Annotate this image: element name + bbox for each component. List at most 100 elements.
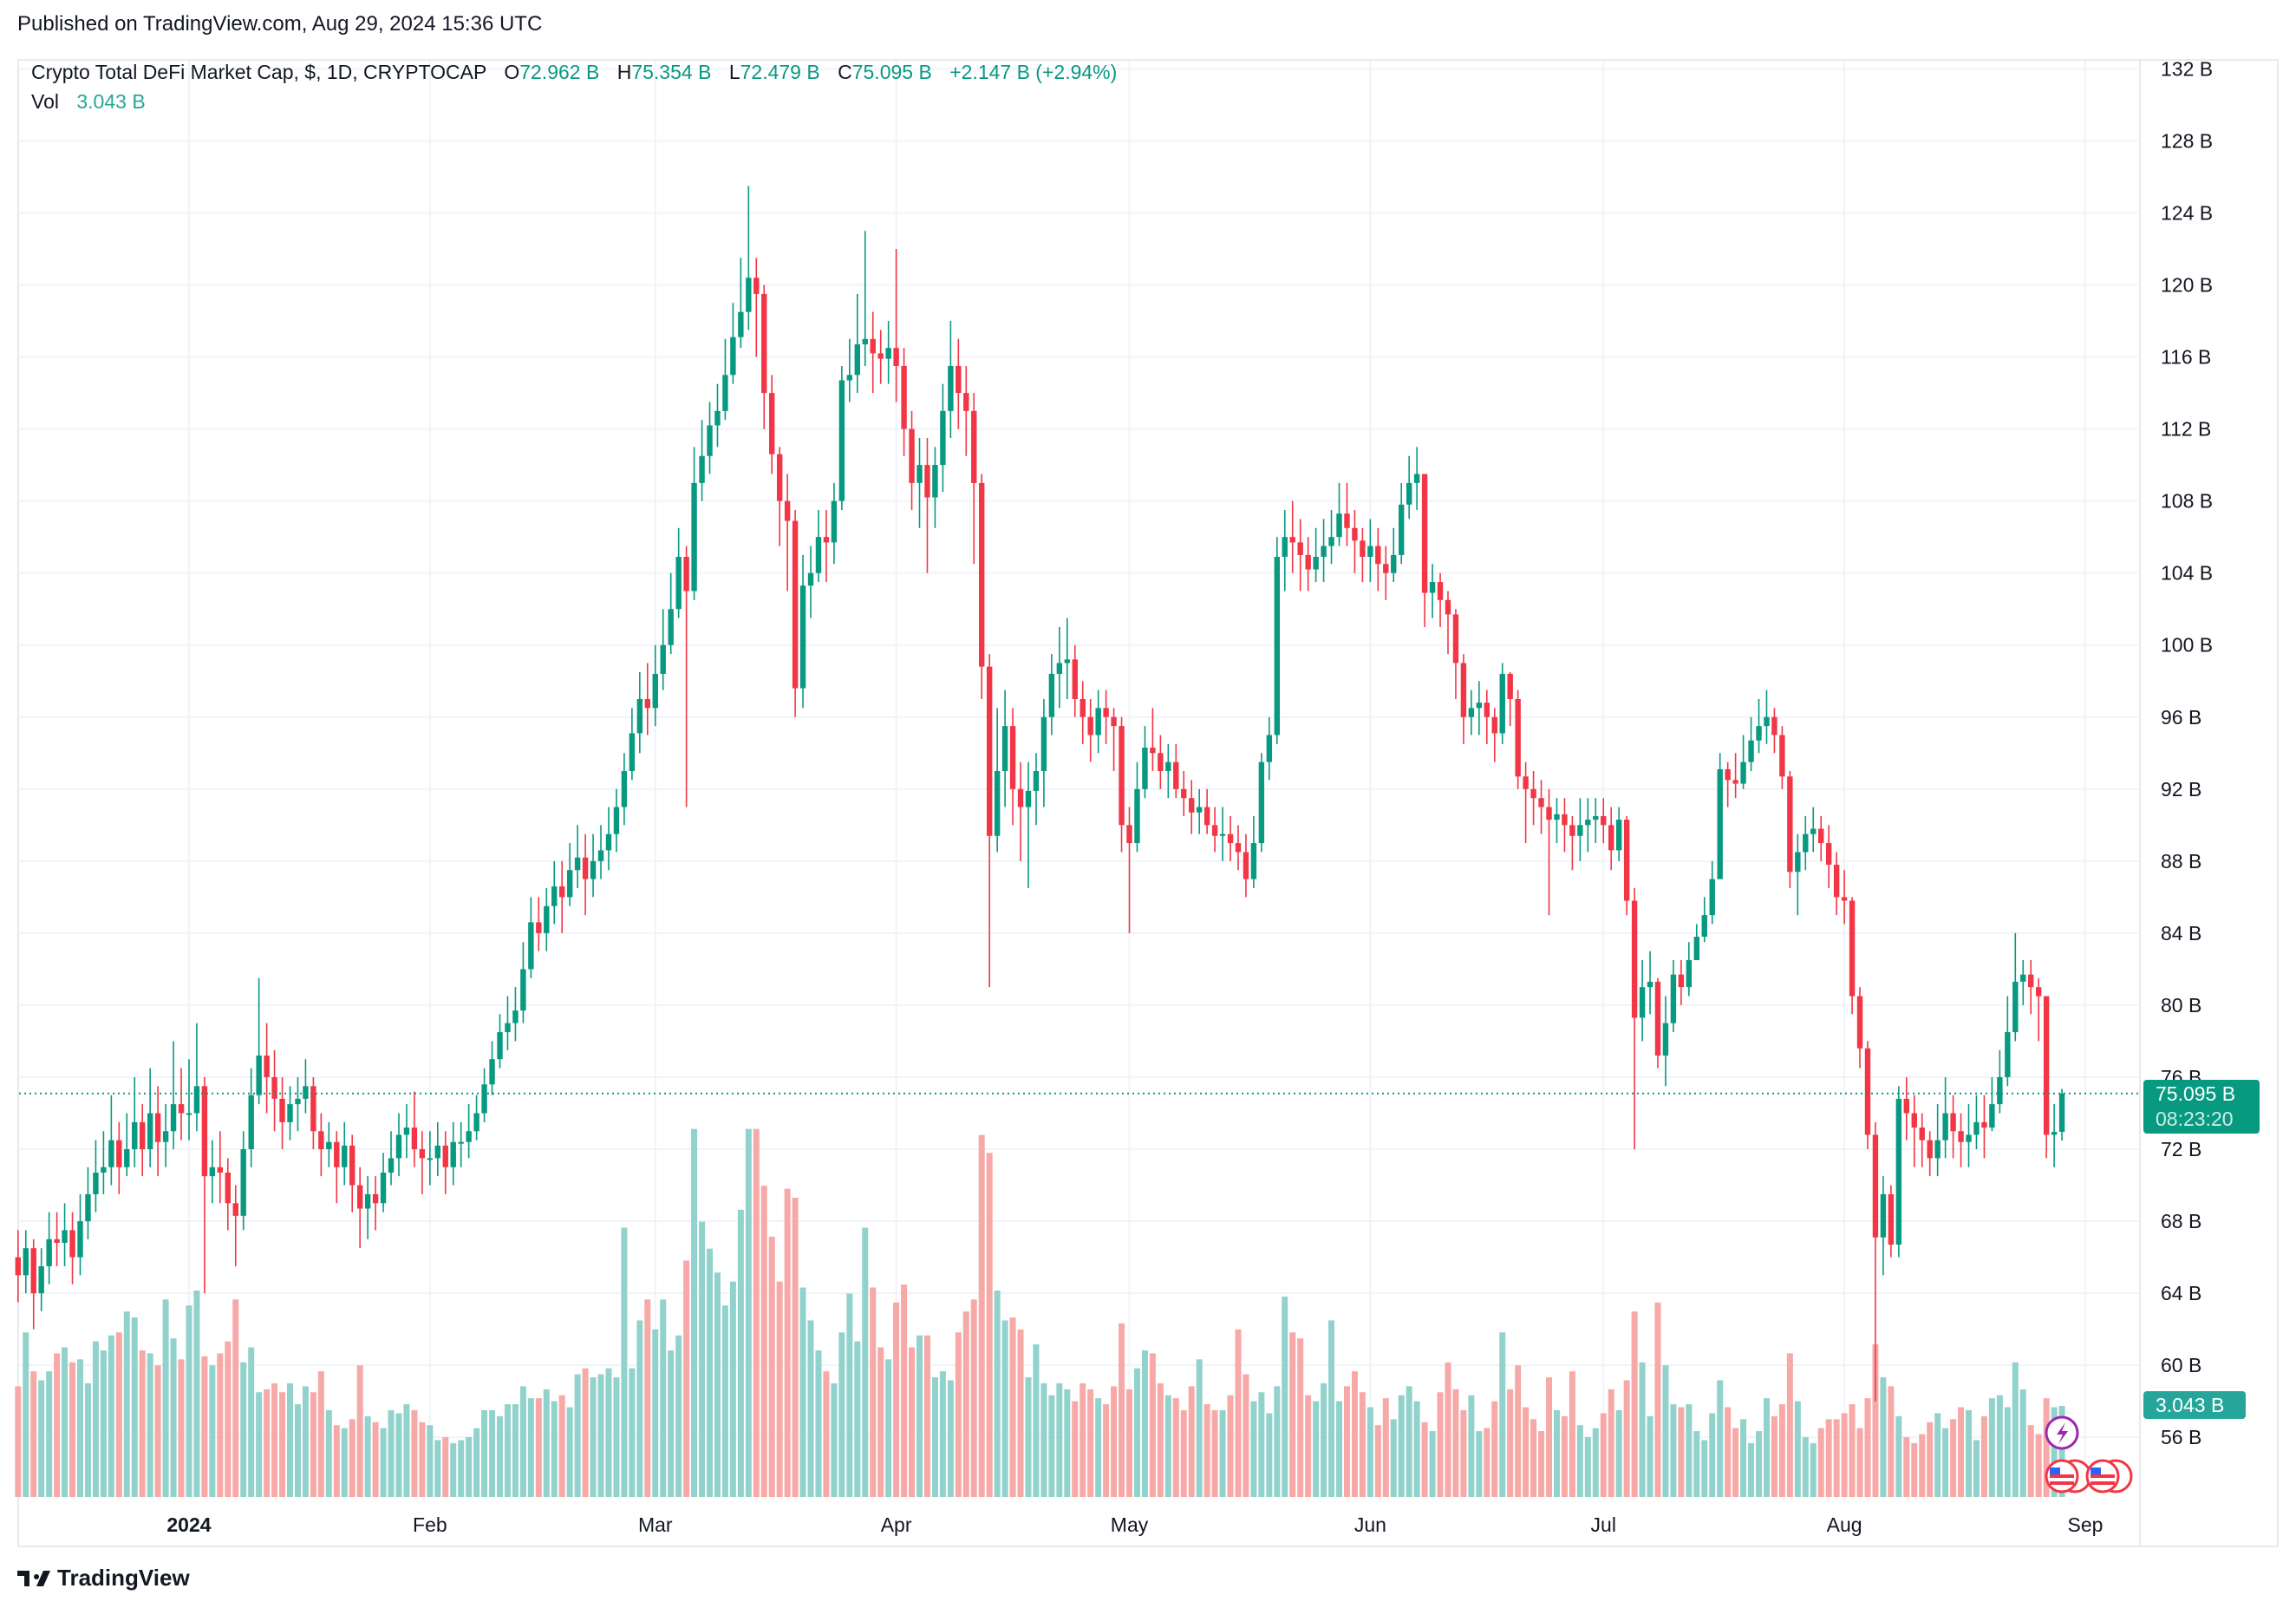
candle[interactable] — [1748, 716, 1754, 772]
candle[interactable] — [621, 753, 628, 826]
candle[interactable] — [1849, 897, 1856, 1015]
candle[interactable] — [349, 1134, 355, 1213]
candle[interactable] — [660, 609, 666, 690]
candle[interactable] — [217, 1131, 224, 1204]
candle[interactable] — [419, 1131, 426, 1194]
candle[interactable] — [730, 303, 736, 384]
candle[interactable] — [1740, 735, 1746, 789]
candle[interactable] — [1989, 1076, 1995, 1132]
candle[interactable] — [699, 420, 705, 501]
candle[interactable] — [1678, 960, 1685, 1005]
candle[interactable] — [1001, 690, 1008, 807]
candle[interactable] — [1119, 716, 1125, 853]
candle[interactable] — [1577, 798, 1583, 861]
candle[interactable] — [1429, 564, 1436, 618]
candle[interactable] — [505, 996, 511, 1050]
candle[interactable] — [846, 338, 853, 402]
candle[interactable] — [85, 1167, 91, 1239]
candle[interactable] — [1064, 618, 1071, 699]
candle[interactable] — [1593, 798, 1599, 844]
candle[interactable] — [1608, 807, 1614, 871]
candle[interactable] — [1196, 788, 1203, 834]
candle[interactable] — [1336, 482, 1342, 546]
candle[interactable] — [916, 437, 923, 528]
candle[interactable] — [2020, 960, 2026, 1005]
candle[interactable] — [1670, 960, 1677, 1033]
symbol-title[interactable]: Crypto Total DeFi Market Cap, $, 1D, CRY… — [31, 61, 486, 83]
candle[interactable] — [753, 258, 760, 357]
candle[interactable] — [1219, 807, 1226, 861]
candle[interactable] — [1717, 753, 1723, 879]
candle[interactable] — [932, 447, 938, 528]
candle[interactable] — [1383, 546, 1389, 600]
candle[interactable] — [108, 1095, 114, 1186]
candle[interactable] — [1321, 519, 1327, 583]
candle[interactable] — [1795, 833, 1801, 916]
candle[interactable] — [342, 1121, 348, 1186]
candle[interactable] — [450, 1121, 456, 1186]
candle[interactable] — [1328, 510, 1334, 565]
candle[interactable] — [1413, 447, 1420, 511]
candle[interactable] — [707, 402, 713, 474]
candle[interactable] — [1173, 743, 1179, 799]
candle[interactable] — [2051, 1104, 2058, 1167]
candle[interactable] — [520, 942, 526, 1023]
candle[interactable] — [792, 510, 799, 717]
candle[interactable] — [544, 887, 550, 951]
candle[interactable] — [1040, 699, 1047, 807]
candle[interactable] — [1942, 1076, 1948, 1159]
candle[interactable] — [201, 1076, 208, 1294]
candle[interactable] — [1833, 852, 1840, 916]
candle[interactable] — [644, 663, 651, 735]
candle[interactable] — [1072, 644, 1078, 717]
candle[interactable] — [1056, 626, 1063, 709]
candle[interactable] — [1841, 870, 1848, 925]
candle[interactable] — [1048, 654, 1055, 735]
candle[interactable] — [901, 348, 907, 456]
candle[interactable] — [1623, 815, 1630, 916]
candle[interactable] — [1282, 510, 1288, 592]
candle[interactable] — [489, 1041, 495, 1095]
candle[interactable] — [46, 1212, 52, 1284]
candle[interactable] — [30, 1239, 36, 1330]
candle[interactable] — [613, 788, 620, 853]
candle[interactable] — [2028, 960, 2034, 1015]
candle[interactable] — [1165, 743, 1171, 799]
candle[interactable] — [582, 833, 589, 916]
candle[interactable] — [1437, 572, 1444, 627]
candle[interactable] — [971, 393, 977, 565]
candle[interactable] — [1701, 897, 1707, 943]
candle[interactable] — [1825, 825, 1832, 888]
candle[interactable] — [956, 338, 962, 429]
candle[interactable] — [1367, 519, 1373, 583]
candle[interactable] — [815, 510, 822, 583]
candle[interactable] — [948, 321, 954, 438]
candle[interactable] — [2058, 1088, 2065, 1141]
candle[interactable] — [1803, 815, 1809, 871]
candle[interactable] — [466, 1104, 472, 1159]
candle[interactable] — [1025, 762, 1032, 888]
candle[interactable] — [831, 482, 838, 565]
candle[interactable] — [116, 1121, 122, 1194]
us-flag-event-icon[interactable] — [2045, 1459, 2092, 1494]
candle[interactable] — [62, 1203, 68, 1266]
candle[interactable] — [1779, 726, 1785, 789]
candle[interactable] — [746, 186, 752, 330]
candle[interactable] — [963, 365, 969, 456]
tradingview-logo[interactable]: TradingView — [17, 1565, 190, 1592]
candle[interactable] — [334, 1131, 340, 1204]
candle[interactable] — [132, 1076, 138, 1167]
candle[interactable] — [178, 1068, 185, 1141]
candle[interactable] — [1686, 942, 1693, 997]
candle[interactable] — [924, 437, 930, 573]
candle[interactable] — [1538, 780, 1544, 834]
candle[interactable] — [1033, 753, 1040, 826]
candle[interactable] — [1406, 455, 1412, 520]
candle[interactable] — [295, 1076, 301, 1132]
candle[interactable] — [979, 474, 985, 700]
candle[interactable] — [162, 1104, 169, 1167]
candle[interactable] — [1258, 753, 1265, 853]
candle[interactable] — [1460, 654, 1467, 744]
candle[interactable] — [248, 1068, 254, 1167]
candle[interactable] — [1864, 1041, 1871, 1149]
